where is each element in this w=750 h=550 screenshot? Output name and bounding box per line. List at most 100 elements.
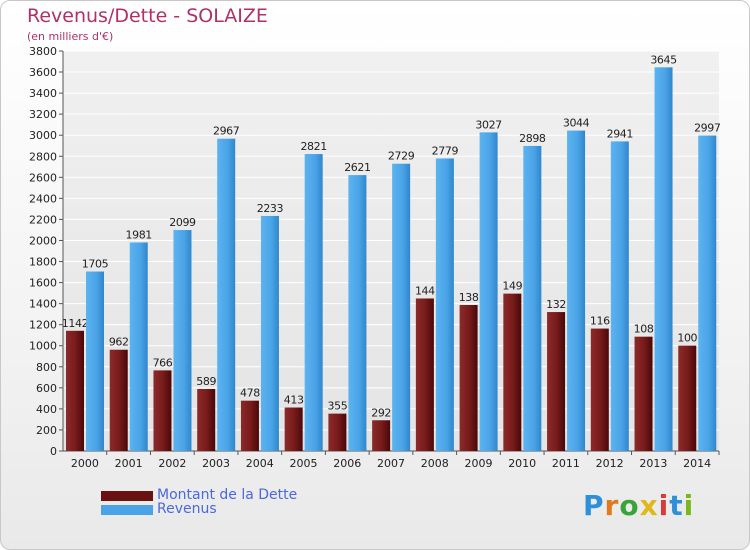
bar-dette — [459, 305, 478, 451]
y-tick-label: 1000 — [29, 340, 57, 353]
bar-dette — [66, 330, 84, 451]
x-tick-label: 2010 — [508, 457, 536, 470]
bar-revenus — [260, 215, 279, 451]
x-tick-label: 2013 — [639, 457, 667, 470]
y-tick-label: 2200 — [29, 213, 57, 226]
bar-revenus — [217, 138, 236, 451]
data-label-dette: 292 — [371, 406, 391, 419]
data-label-revenus: 2898 — [519, 132, 546, 145]
data-label-dette: 766 — [153, 356, 173, 369]
data-label-dette: 100 — [677, 332, 697, 345]
data-label-dette: 144 — [415, 284, 435, 297]
bar-dette — [634, 336, 653, 451]
bar-revenus — [435, 158, 454, 451]
x-tick-label: 2012 — [596, 457, 624, 470]
proxiti-logo: Proxiti — [583, 489, 695, 522]
data-label-revenus: 1705 — [82, 258, 109, 271]
x-tick-label: 2007 — [377, 457, 405, 470]
y-tick-label: 2800 — [29, 150, 57, 163]
plot-area — [63, 51, 719, 451]
y-tick-label: 600 — [36, 382, 57, 395]
data-label-revenus: 2997 — [694, 122, 721, 135]
bar-revenus — [173, 230, 192, 451]
data-label-revenus: 3044 — [563, 117, 590, 130]
x-tick-label: 2000 — [71, 457, 99, 470]
x-tick-label: 2005 — [290, 457, 318, 470]
bar-dette — [284, 407, 303, 451]
bar-revenus — [610, 141, 629, 451]
legend-swatch-revenus — [101, 505, 153, 515]
data-label-dette: 413 — [284, 394, 304, 407]
y-tick-label: 0 — [50, 445, 57, 458]
data-label-revenus: 3027 — [475, 118, 502, 131]
bar-dette — [240, 400, 259, 451]
bar-dette — [547, 312, 566, 451]
data-label-revenus: 1981 — [126, 228, 152, 241]
x-tick-label: 2009 — [464, 457, 492, 470]
x-tick-label: 2006 — [333, 457, 361, 470]
legend-label-revenus: Revenus — [157, 501, 217, 517]
bar-revenus — [304, 154, 323, 452]
data-label-dette: 149 — [502, 280, 522, 293]
data-label-dette: 355 — [328, 400, 348, 413]
bar-revenus — [129, 242, 148, 451]
data-label-dette: 589 — [196, 375, 216, 388]
data-label-dette: 108 — [634, 323, 654, 336]
bar-revenus — [698, 135, 717, 452]
y-tick-label: 3400 — [29, 87, 57, 100]
x-tick-label: 2002 — [158, 457, 186, 470]
y-tick-label: 1400 — [29, 298, 57, 311]
data-label-dette: 1142 — [62, 317, 88, 330]
y-tick-label: 3800 — [29, 45, 57, 58]
x-tick-label: 2003 — [202, 457, 230, 470]
bar-dette — [415, 298, 434, 451]
data-label-revenus: 2941 — [607, 127, 633, 140]
bar-dette — [328, 413, 347, 451]
x-tick-label: 2011 — [552, 457, 580, 470]
y-tick-label: 3600 — [29, 66, 57, 79]
legend-label-dette: Montant de la Dette — [157, 487, 298, 503]
x-tick-label: 2008 — [421, 457, 449, 470]
y-tick-label: 1200 — [29, 319, 57, 332]
bar-revenus — [348, 175, 367, 451]
y-tick-label: 3200 — [29, 108, 57, 121]
bar-revenus — [86, 271, 104, 451]
bar-revenus — [523, 145, 542, 451]
y-tick-label: 800 — [36, 361, 57, 374]
chart-title: Revenus/Dette - SOLAIZE — [27, 5, 268, 27]
y-tick-label: 200 — [36, 424, 57, 437]
bar-dette — [197, 389, 216, 451]
y-tick-label: 1600 — [29, 277, 57, 290]
bar-revenus — [392, 163, 411, 451]
y-tick-label: 2600 — [29, 171, 57, 184]
y-tick-label: 2400 — [29, 192, 57, 205]
data-label-revenus: 2821 — [300, 140, 326, 153]
bar-dette — [109, 349, 128, 451]
legend-swatch-dette — [101, 491, 153, 501]
data-label-revenus: 3645 — [650, 53, 677, 66]
y-tick-label: 1800 — [29, 256, 57, 269]
x-tick-label: 2001 — [115, 457, 143, 470]
bar-revenus — [479, 132, 498, 452]
data-label-revenus: 2967 — [213, 125, 240, 138]
bar-dette — [153, 370, 172, 451]
data-label-dette: 138 — [459, 291, 479, 304]
data-label-dette: 962 — [109, 336, 129, 349]
data-label-dette: 132 — [546, 298, 566, 311]
data-label-dette: 116 — [590, 315, 610, 328]
data-label-revenus: 2729 — [388, 150, 415, 163]
data-label-revenus: 2099 — [169, 216, 196, 229]
bar-dette — [590, 328, 609, 451]
bar-dette — [372, 420, 391, 451]
x-tick-label: 2004 — [246, 457, 274, 470]
bar-dette — [503, 293, 522, 451]
x-tick-label: 2014 — [683, 457, 711, 470]
y-tick-label: 3000 — [29, 129, 57, 142]
bar-revenus — [567, 130, 586, 451]
bar-revenus — [654, 67, 673, 451]
bar-dette — [678, 345, 697, 451]
data-label-revenus: 2779 — [432, 144, 459, 157]
data-label-revenus: 2233 — [257, 202, 284, 215]
